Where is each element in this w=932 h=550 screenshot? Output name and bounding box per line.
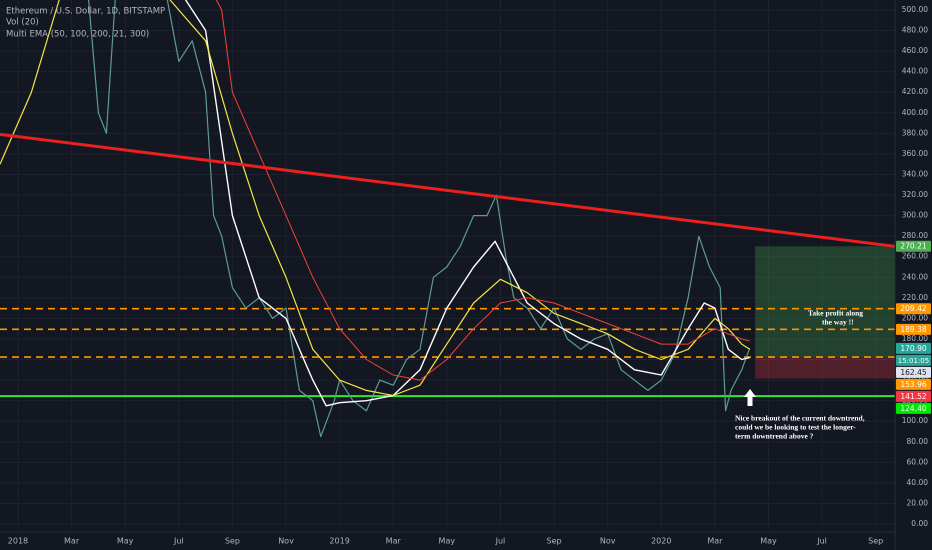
y-tick-label: 500.00	[902, 5, 928, 14]
y-tick-label: 280.00	[902, 231, 928, 240]
trendline	[0, 132, 895, 248]
x-tick-label: 2019	[329, 537, 349, 546]
series-line	[87, 0, 751, 438]
annotation: term downtrend above ?	[735, 432, 814, 441]
symbol-title: Ethereum / U.S. Dollar, 1D, BITSTAMP	[6, 7, 165, 17]
x-tick-label: Nov	[600, 537, 616, 546]
y-tick-label: 380.00	[902, 128, 928, 137]
price-tag	[896, 378, 931, 390]
y-tick-label: 180.00	[902, 334, 928, 343]
price-tag-label: 124.40	[900, 404, 926, 413]
x-tick-label: Sep	[547, 537, 562, 546]
x-tick-label: Mar	[707, 537, 723, 546]
y-tick-label: 300.00	[902, 211, 928, 220]
y-tick-label: 420.00	[902, 87, 928, 96]
series-line	[0, 0, 751, 397]
price-tag-label: 209.42	[900, 304, 926, 313]
price-tag-label: 270.21	[900, 242, 926, 251]
countdown-tag	[896, 354, 931, 366]
arrow-icon	[744, 389, 756, 406]
countdown-label: 15:01:05	[898, 357, 929, 365]
price-tag-label: 162.45	[900, 368, 926, 377]
x-tick-label: Mar	[386, 537, 402, 546]
x-tick-label: 2018	[8, 537, 28, 546]
price-tag	[896, 366, 931, 378]
y-tick-label: 400.00	[902, 108, 928, 117]
profit-zone	[755, 246, 895, 358]
y-tick-label: 220.00	[902, 293, 928, 302]
y-tick-label: 440.00	[902, 67, 928, 76]
x-tick-label: May	[439, 537, 456, 546]
x-tick-label: May	[117, 537, 134, 546]
annotation: Take profit along	[808, 309, 863, 318]
y-tick-label: 320.00	[902, 190, 928, 199]
y-tick-label: 340.00	[902, 169, 928, 178]
price-tag-label: 170.90	[900, 344, 926, 353]
series-line	[215, 0, 750, 381]
y-tick-label: 60.00	[907, 457, 929, 466]
axes: 0.0020.0040.0060.0080.00100.00120.00140.…	[8, 5, 931, 546]
price-tag-label: 153.96	[900, 380, 926, 389]
x-tick-label: 2020	[651, 537, 671, 546]
x-tick-label: Jul	[173, 537, 184, 546]
y-tick-label: 480.00	[902, 26, 928, 35]
y-tick-label: 260.00	[902, 252, 928, 261]
x-tick-label: Mar	[64, 537, 80, 546]
x-tick-label: Jul	[495, 537, 506, 546]
y-tick-label: 240.00	[902, 272, 928, 281]
y-tick-label: 40.00	[907, 478, 929, 487]
x-tick-label: Sep	[868, 537, 883, 546]
y-tick-label: 0.00	[911, 519, 928, 528]
price-tag	[896, 402, 931, 414]
indicator-label: Multi EMA (50, 100, 200, 21, 300)	[6, 30, 149, 40]
annotation: could we be looking to test the longer-	[735, 423, 856, 432]
loss-zone	[755, 357, 895, 379]
price-tag-label: 141.52	[900, 392, 926, 401]
price-tag	[896, 303, 931, 315]
y-tick-label: 100.00	[902, 416, 928, 425]
indicator-label: Vol (20)	[6, 18, 39, 28]
price-tag	[896, 390, 931, 402]
price-tag	[896, 240, 931, 252]
y-tick-label: 200.00	[902, 313, 928, 322]
price-tag-label: 189.38	[900, 325, 926, 334]
series-line	[184, 0, 750, 407]
x-tick-label: May	[760, 537, 777, 546]
y-tick-label: 360.00	[902, 149, 928, 158]
y-tick-label: 460.00	[902, 46, 928, 55]
annotation: the way !!	[822, 318, 854, 327]
grid	[0, 0, 895, 530]
price-tag	[896, 323, 931, 335]
price-tag	[896, 342, 931, 354]
x-tick-label: Sep	[225, 537, 240, 546]
plot-area	[0, 0, 895, 438]
x-tick-label: Nov	[278, 537, 294, 546]
annotation: Nice breakout of the current downtrend,	[735, 414, 865, 423]
x-tick-label: Jul	[816, 537, 827, 546]
y-tick-label: 20.00	[907, 498, 929, 507]
y-tick-label: 80.00	[907, 437, 929, 446]
